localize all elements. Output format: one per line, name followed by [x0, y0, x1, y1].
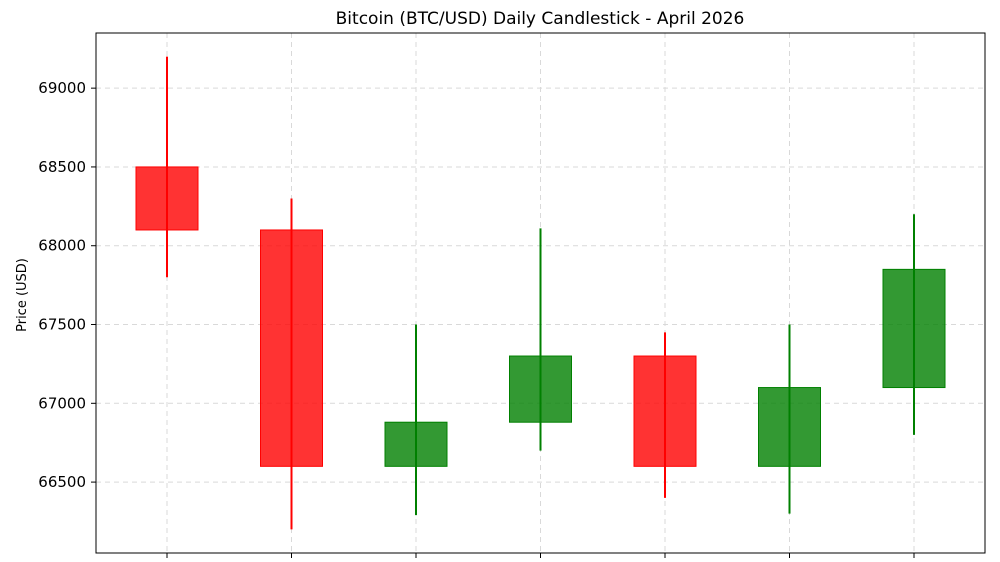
axes: 66500 67000 67500 68000 68500 69000: [38, 32, 986, 558]
y-tick-label: 68500: [38, 158, 86, 176]
y-tick-label: 67500: [38, 316, 86, 334]
y-tick-label: 68000: [38, 237, 86, 255]
y-tick-label: 69000: [38, 79, 86, 97]
candles: [135, 56, 946, 530]
y-tick-label: 67000: [38, 394, 86, 412]
y-tick-label: 66500: [38, 473, 86, 491]
chart-title: Bitcoin (BTC/USD) Daily Candlestick - Ap…: [336, 9, 745, 29]
y-axis-label: Price (USD): [15, 258, 30, 332]
plot-frame: [95, 32, 986, 554]
